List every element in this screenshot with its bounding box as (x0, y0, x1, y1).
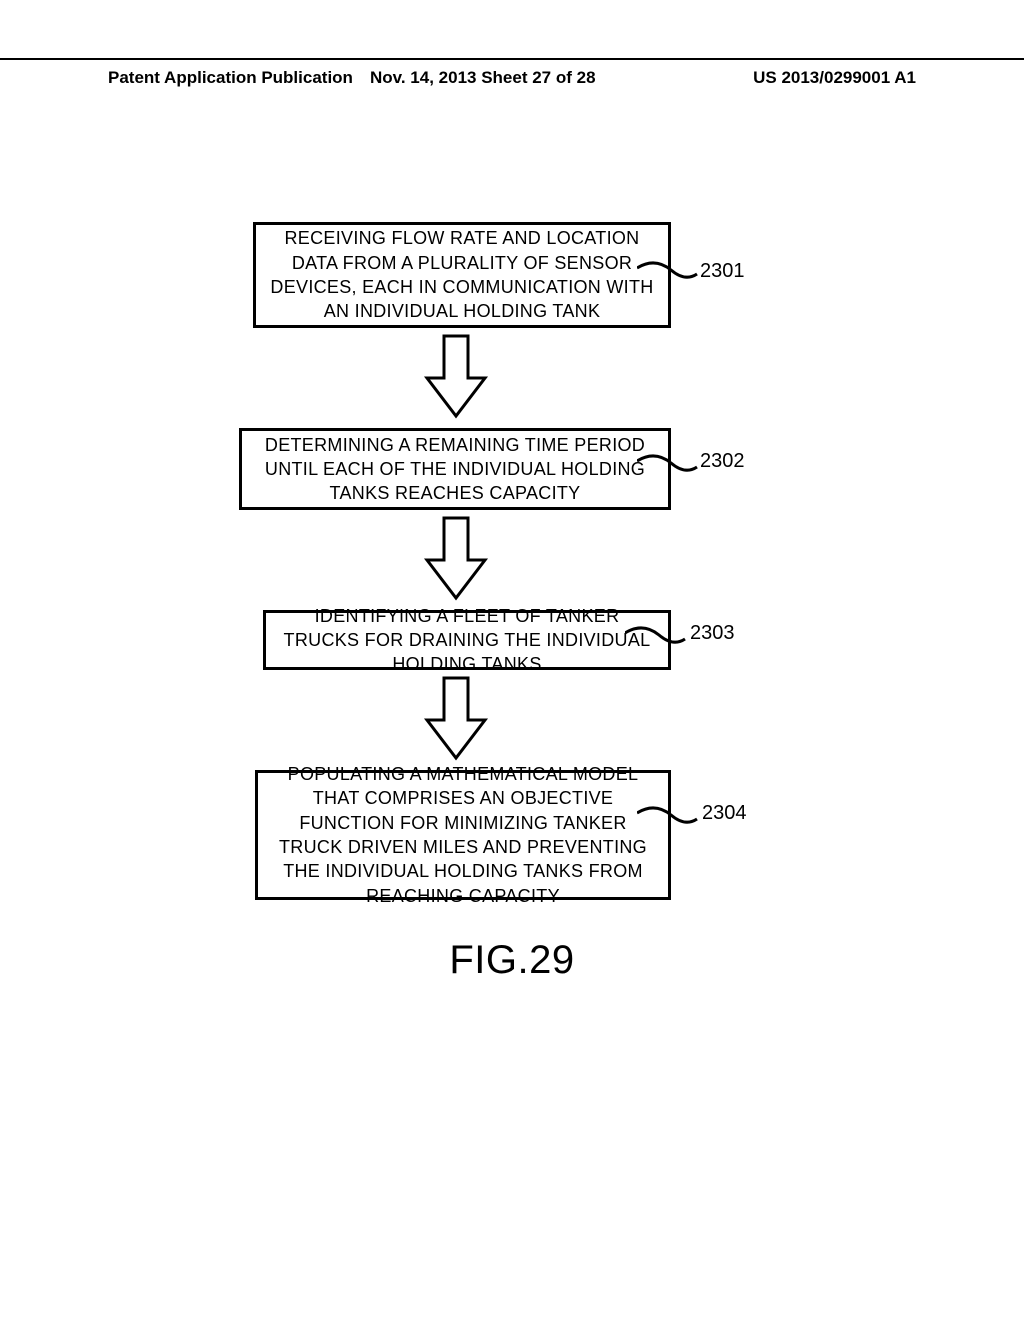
flowchart-step-2: DETERMINING A REMAINING TIME PERIOD UNTI… (0, 428, 1024, 510)
figure-label: FIG.29 (0, 938, 1024, 983)
step-box-1: RECEIVING FLOW RATE AND LOCATION DATA FR… (253, 222, 671, 328)
flow-arrow-2 (0, 516, 1024, 604)
arrow-icon (421, 676, 491, 764)
flowchart-step-1: RECEIVING FLOW RATE AND LOCATION DATA FR… (0, 222, 1024, 328)
header-publication: Patent Application Publication (0, 68, 353, 88)
leader-line-4 (637, 805, 699, 835)
flow-arrow-3 (0, 676, 1024, 764)
header-patent-number: US 2013/0299001 A1 (753, 68, 1024, 88)
step-box-4: POPULATING A MATHEMATICAL MODEL THAT COM… (255, 770, 671, 900)
step-text-1: RECEIVING FLOW RATE AND LOCATION DATA FR… (270, 226, 654, 323)
leader-line-1 (637, 260, 699, 290)
flow-arrow-1 (0, 334, 1024, 422)
flowchart: RECEIVING FLOW RATE AND LOCATION DATA FR… (0, 222, 1024, 983)
flowchart-step-3: IDENTIFYING A FLEET OF TANKER TRUCKS FOR… (0, 610, 1024, 670)
leader-line-3 (625, 625, 687, 655)
arrow-icon (421, 334, 491, 422)
step-box-2: DETERMINING A REMAINING TIME PERIOD UNTI… (239, 428, 671, 510)
arrow-icon (421, 516, 491, 604)
step-text-4: POPULATING A MATHEMATICAL MODEL THAT COM… (272, 762, 654, 908)
header-date-sheet: Nov. 14, 2013 Sheet 27 of 28 (370, 68, 596, 88)
leader-line-2 (637, 453, 699, 483)
step-label-1: 2301 (700, 260, 745, 283)
flowchart-step-4: POPULATING A MATHEMATICAL MODEL THAT COM… (0, 770, 1024, 900)
step-label-2: 2302 (700, 450, 745, 473)
step-label-4: 2304 (702, 802, 747, 825)
step-box-3: IDENTIFYING A FLEET OF TANKER TRUCKS FOR… (263, 610, 671, 670)
step-text-3: IDENTIFYING A FLEET OF TANKER TRUCKS FOR… (280, 604, 654, 677)
step-text-2: DETERMINING A REMAINING TIME PERIOD UNTI… (256, 433, 654, 506)
step-label-3: 2303 (690, 622, 735, 645)
page-header: Patent Application Publication Nov. 14, … (0, 58, 1024, 88)
